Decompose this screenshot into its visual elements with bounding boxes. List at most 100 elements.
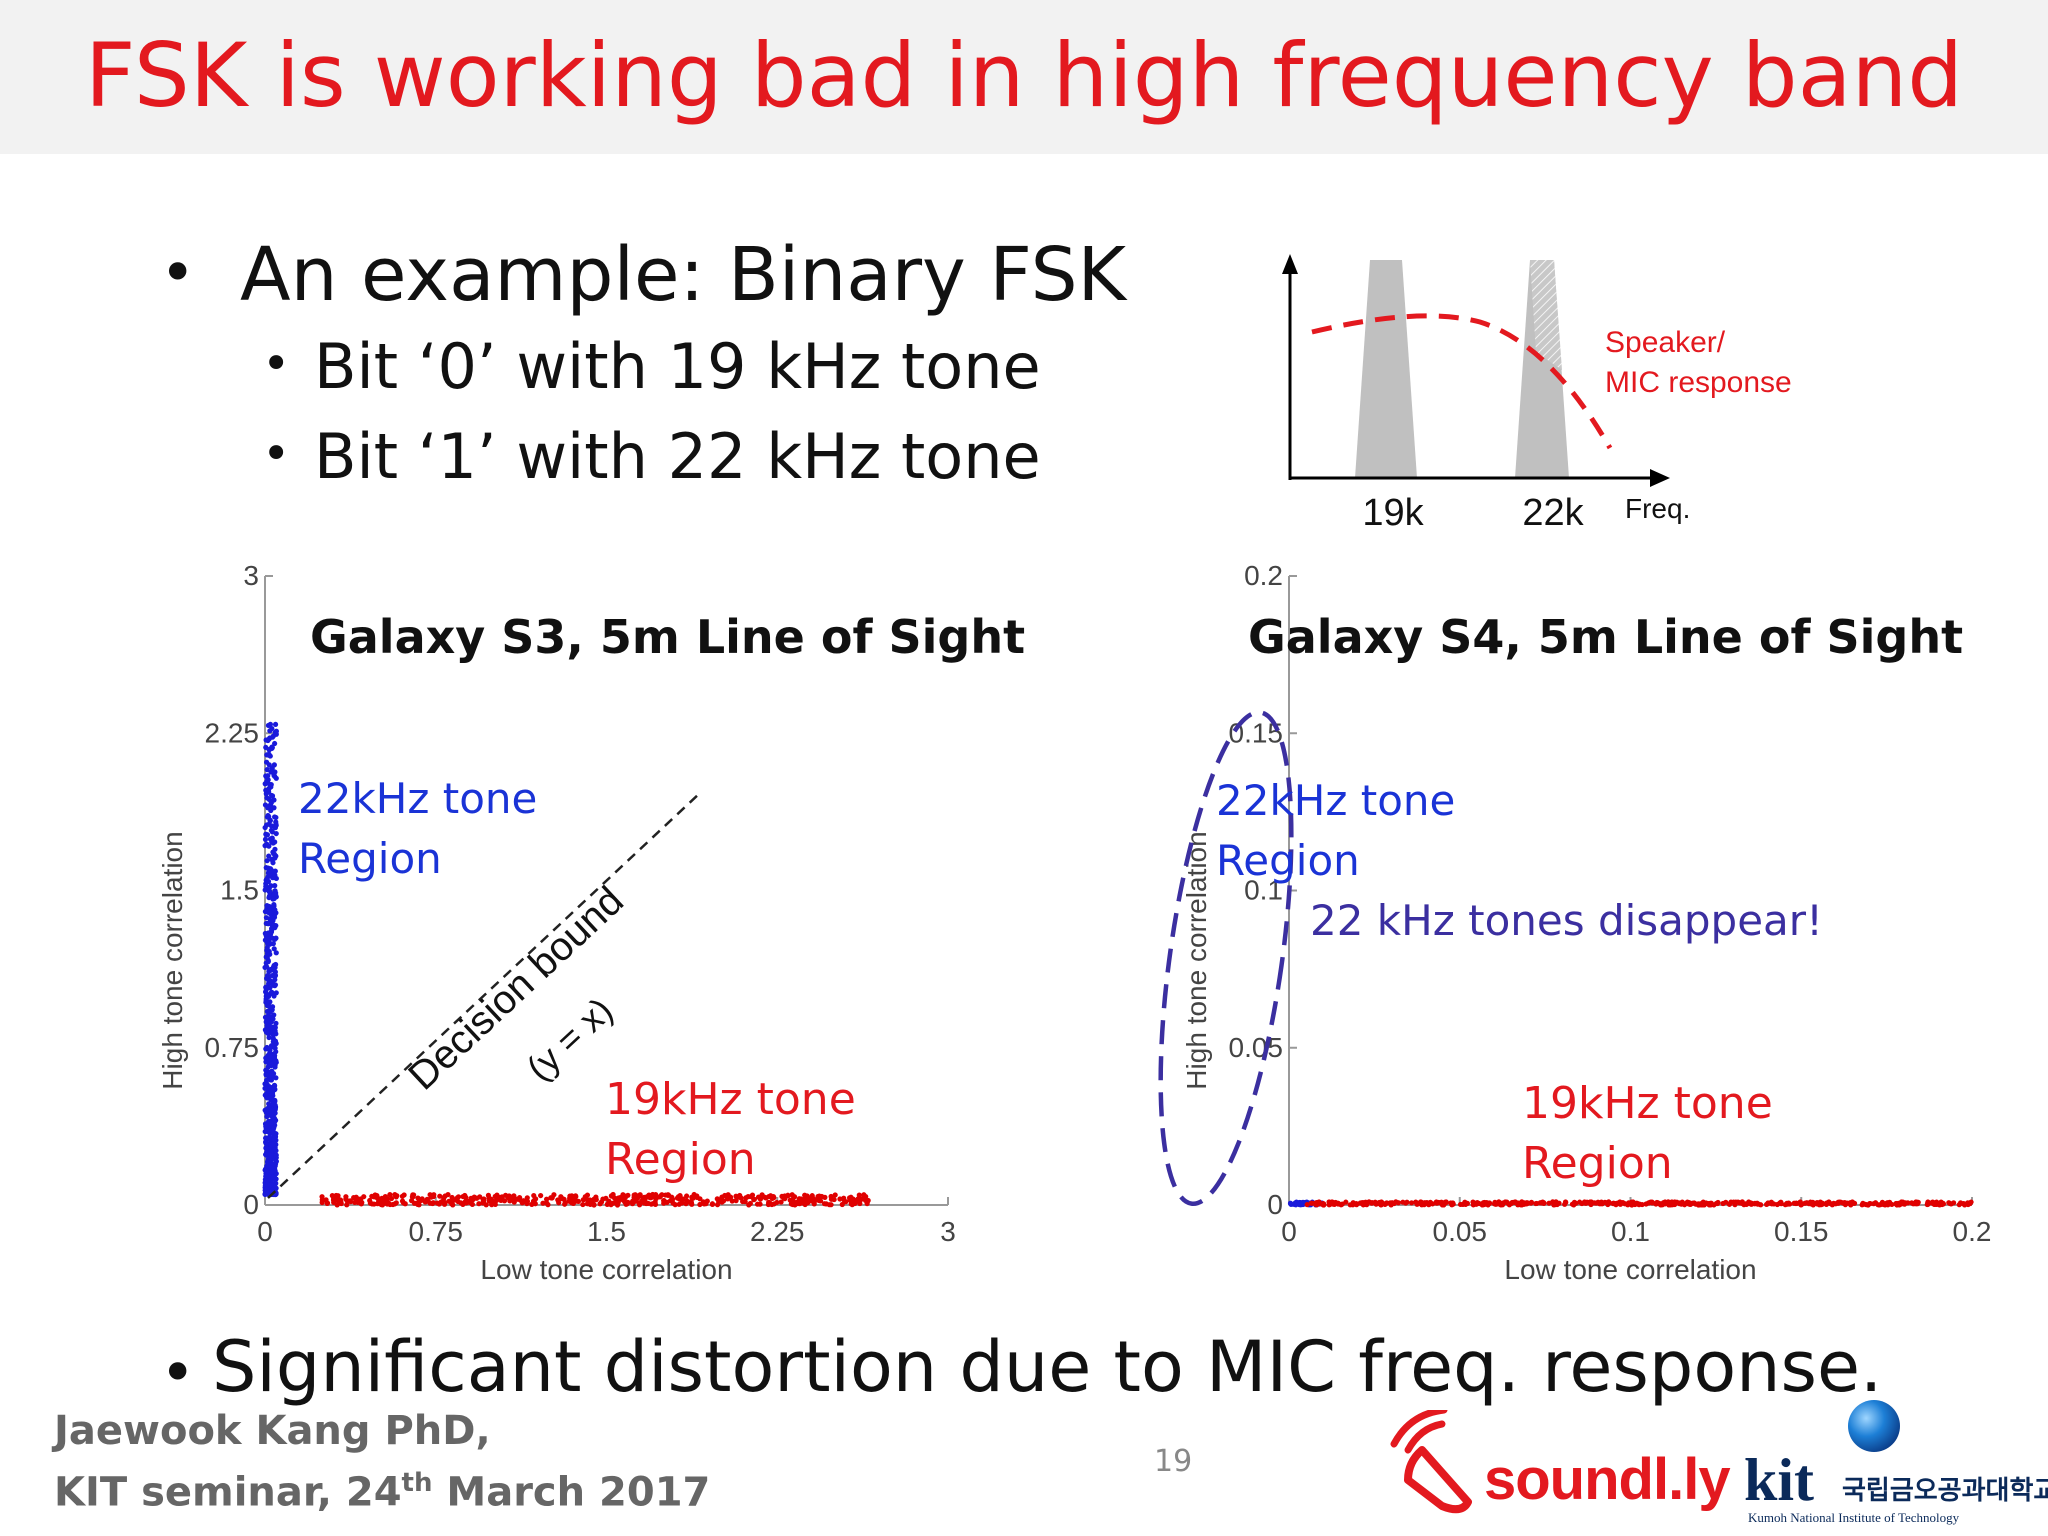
s3-point-low bbox=[774, 1199, 780, 1206]
s3-point-high bbox=[263, 960, 269, 966]
s3-point-low bbox=[335, 1197, 341, 1203]
s3-point-low bbox=[763, 1195, 769, 1201]
s3-point-low bbox=[641, 1200, 647, 1206]
s3-point-low bbox=[652, 1199, 658, 1205]
s3-point-low bbox=[517, 1197, 523, 1203]
s3-point-low bbox=[438, 1199, 444, 1205]
s3-point-high bbox=[262, 908, 268, 915]
s4-point-low bbox=[1308, 1200, 1314, 1206]
s4-point-low bbox=[1871, 1201, 1877, 1207]
s3-point-high bbox=[264, 858, 270, 864]
s3-x-tick-label: 1.5 bbox=[587, 1216, 626, 1247]
s3-point-low bbox=[611, 1195, 618, 1201]
s4-point-low bbox=[1449, 1201, 1455, 1207]
s3-point-high bbox=[273, 1148, 279, 1154]
s3-point-low bbox=[645, 1200, 651, 1206]
s3-point-high bbox=[269, 744, 275, 750]
s3-point-low bbox=[743, 1195, 749, 1201]
s3-point-high bbox=[265, 1163, 271, 1169]
s3-point-high bbox=[264, 1128, 270, 1134]
s3-point-low bbox=[569, 1194, 575, 1200]
s3-point-high bbox=[263, 1145, 269, 1151]
s3-point-high bbox=[264, 1016, 271, 1022]
s3-point-low bbox=[733, 1198, 739, 1204]
footer-event-sup: th bbox=[401, 1468, 433, 1498]
s3-point-high bbox=[266, 736, 272, 742]
s4-point-low bbox=[1363, 1199, 1369, 1205]
s3-point-low bbox=[499, 1194, 505, 1200]
s3-point-low bbox=[580, 1201, 586, 1208]
s3-point-low bbox=[374, 1195, 381, 1201]
s4-point-low bbox=[1315, 1199, 1321, 1206]
s3-point-high bbox=[272, 1062, 278, 1069]
s3-point-low bbox=[414, 1200, 420, 1206]
s3-point-high bbox=[266, 894, 272, 901]
s4-point-low bbox=[1667, 1200, 1673, 1206]
footer-event-prefix: KIT seminar, 24 bbox=[54, 1469, 402, 1516]
s3-point-low bbox=[861, 1192, 867, 1198]
s3-point-high bbox=[271, 1054, 278, 1060]
s4-point-low bbox=[1439, 1200, 1445, 1206]
s4-point-low bbox=[1546, 1200, 1552, 1206]
s3-point-low bbox=[748, 1193, 754, 1200]
chart-title-s4: Galaxy S4, 5m Line of Sight bbox=[1248, 610, 1964, 664]
s3-y-tick-label: 0.75 bbox=[205, 1032, 260, 1063]
s3-point-low bbox=[409, 1194, 415, 1200]
s3-point-low bbox=[344, 1202, 350, 1208]
x-axis-arrow bbox=[1650, 469, 1670, 487]
s4-point-low bbox=[1948, 1201, 1954, 1207]
s3-point-low bbox=[633, 1198, 639, 1204]
s3-point-low bbox=[674, 1195, 681, 1201]
s3-point-high bbox=[270, 850, 276, 856]
s3-point-high bbox=[271, 1082, 278, 1088]
s3-point-high bbox=[271, 962, 277, 968]
s3-point-low bbox=[455, 1198, 461, 1205]
s3-point-high bbox=[272, 740, 278, 747]
s4-point-low bbox=[1860, 1200, 1866, 1206]
s3-y-tick-label: 2.25 bbox=[205, 717, 260, 748]
s3-point-low bbox=[419, 1196, 425, 1202]
s3-point-high bbox=[270, 1072, 276, 1078]
s3-point-high bbox=[264, 1008, 270, 1015]
s4-point-low bbox=[1533, 1200, 1539, 1207]
bullet-dot: • bbox=[262, 426, 291, 482]
s3-point-low bbox=[415, 1195, 421, 1201]
s3-point-high bbox=[266, 868, 272, 874]
bullet-bottom: Significant distortion due to MIC freq. … bbox=[212, 1326, 1883, 1408]
s3-point-low bbox=[551, 1192, 557, 1198]
s4-point-low bbox=[1339, 1201, 1345, 1207]
s3-point-high bbox=[263, 1191, 269, 1197]
s3-point-low bbox=[789, 1192, 795, 1198]
s3-point-low bbox=[587, 1201, 593, 1207]
s3-y-tick-label: 1.5 bbox=[220, 875, 259, 906]
tick-19k: 19k bbox=[1362, 492, 1424, 534]
s4-point-low bbox=[1674, 1199, 1680, 1205]
s3-point-low bbox=[856, 1192, 862, 1198]
decision-bound-line bbox=[267, 792, 701, 1199]
s3-point-low bbox=[740, 1198, 746, 1205]
s3-point-low bbox=[799, 1200, 805, 1206]
s3-point-high bbox=[269, 1169, 275, 1175]
s3-point-low bbox=[488, 1198, 495, 1204]
s3-point-low bbox=[319, 1199, 325, 1206]
s3-point-low bbox=[821, 1201, 828, 1207]
s4-point-low bbox=[1541, 1200, 1547, 1206]
s3-point-high bbox=[270, 1032, 276, 1038]
s4-point-high bbox=[1293, 1202, 1299, 1208]
s4-point-low bbox=[1746, 1200, 1753, 1207]
s3-low-region-label-1: 19kHz tone bbox=[605, 1074, 856, 1125]
s3-point-low bbox=[562, 1201, 568, 1207]
s3-point-low bbox=[864, 1200, 870, 1207]
s4-point-low bbox=[1584, 1199, 1590, 1205]
s3-point-high bbox=[265, 1060, 271, 1066]
bullet-dot: • bbox=[262, 336, 291, 392]
s3-point-low bbox=[481, 1197, 487, 1203]
s3-point-low bbox=[804, 1193, 810, 1199]
s3-point-high bbox=[263, 1173, 269, 1179]
s3-point-low bbox=[343, 1194, 349, 1200]
s3-point-high bbox=[264, 936, 270, 942]
s4-point-low bbox=[1686, 1200, 1692, 1206]
s4-point-low bbox=[1653, 1201, 1659, 1207]
s4-point-low bbox=[1562, 1201, 1568, 1207]
s3-point-high bbox=[270, 1101, 276, 1107]
